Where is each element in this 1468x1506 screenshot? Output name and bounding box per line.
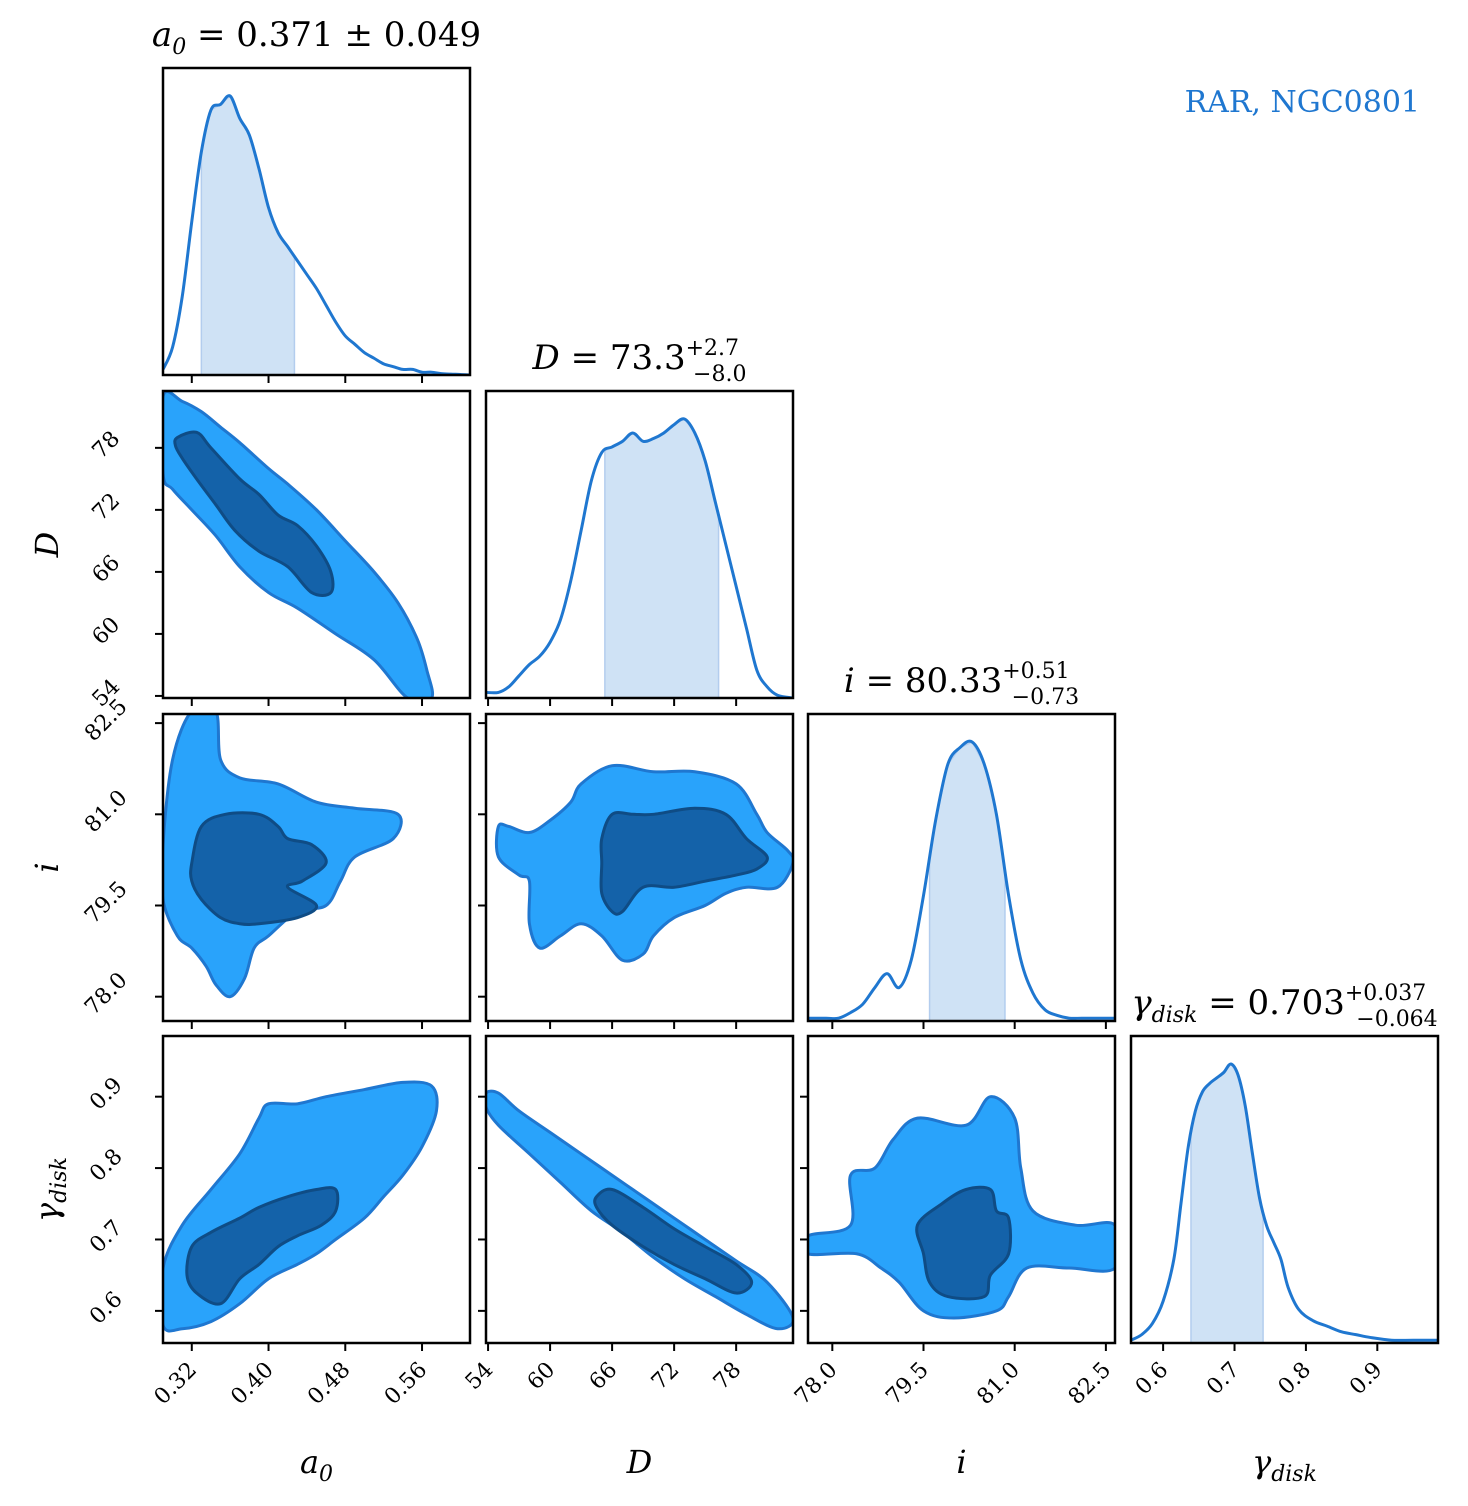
y-tick-label: 78.0 (80, 968, 132, 1020)
y-tick-label: 72 (88, 489, 125, 526)
x-tick-label: 0.6 (1131, 1358, 1173, 1400)
panel-frame (484, 1034, 795, 1345)
panel-title-i: i = 80.33+0.51 −0.73 (844, 659, 1079, 710)
frame-layer (155, 66, 1440, 1351)
x-tick-label: 72 (647, 1358, 684, 1395)
credible-band-i (928, 741, 1006, 1021)
contour-a0-vs-gamma_disk (163, 1080, 439, 1333)
credible-band-gamma_disk (1190, 1063, 1264, 1343)
credible-band-D (604, 418, 720, 698)
y-axis-label-gamma_disk: γdisk (28, 1157, 72, 1222)
kde-curve-D (486, 417, 793, 698)
x-tick-label: 54 (461, 1358, 498, 1395)
y-tick-label: 82.5 (80, 694, 132, 746)
panel-frame (1129, 1034, 1440, 1345)
panel-layer (163, 94, 1438, 1343)
y-axis-label-D: D (28, 532, 66, 559)
x-tick-label: 0.32 (150, 1358, 202, 1410)
panel-frame (484, 712, 795, 1023)
y-axis-label-i: i (28, 862, 66, 872)
x-tick-label: 79.5 (881, 1358, 933, 1410)
kde-curve-i (808, 739, 1115, 1021)
y-tick-label: 60 (88, 613, 125, 650)
x-tick-label: 66 (585, 1358, 622, 1395)
x-axis-label-a0: a0 (300, 1443, 333, 1487)
contour-a0-vs-i (163, 714, 403, 999)
contour-68 (189, 811, 328, 926)
x-tick-label: 0.7 (1202, 1358, 1244, 1400)
x-axis-label-i: i (956, 1443, 966, 1481)
contour-68 (915, 1185, 1013, 1301)
marginal-D (486, 417, 793, 698)
panel-frame (161, 1034, 472, 1345)
y-tick-label: 0.8 (85, 1144, 127, 1186)
contour-i-vs-gamma_disk (808, 1095, 1115, 1320)
panel-title-a0: a0 = 0.371 ± 0.049 (152, 15, 481, 60)
panel-frame (806, 712, 1117, 1023)
x-tick-label: 0.8 (1274, 1358, 1316, 1400)
x-axis-label-gamma_disk: γdisk (1252, 1443, 1317, 1487)
legend-label: RAR, NGC0801 (1185, 85, 1420, 120)
y-tick-label: 66 (88, 551, 125, 588)
contour-68 (173, 430, 335, 597)
x-tick-label: 0.56 (380, 1358, 432, 1410)
x-tick-label: 0.48 (303, 1358, 355, 1410)
x-tick-label: 78 (709, 1358, 746, 1395)
panel-title-D: D = 73.3+2.7 −8.0 (532, 336, 747, 387)
panel-frame (161, 66, 472, 377)
y-tick-label: 78 (88, 427, 125, 464)
x-axis-label-subscript: disk (1271, 1462, 1317, 1487)
panel-frame (161, 389, 472, 700)
x-tick-label: 78.0 (790, 1358, 842, 1410)
y-tick-label: 0.9 (85, 1073, 127, 1115)
x-axis-label-subscript: 0 (319, 1462, 333, 1487)
panel-frame (484, 389, 795, 700)
contour-68 (185, 1186, 340, 1306)
y-tick-label: 79.5 (80, 877, 132, 929)
marginal-i (808, 739, 1115, 1021)
panel-frame (161, 712, 472, 1023)
x-tick-label: 81.0 (973, 1358, 1025, 1410)
y-axis-label-subscript: disk (47, 1157, 72, 1203)
contour-68 (593, 1187, 754, 1295)
marginal-a0 (163, 94, 470, 375)
panel-frame (806, 1034, 1117, 1345)
x-axis-label-D: D (626, 1443, 653, 1481)
panel-title-gamma_disk: γdisk = 0.703+0.037 −0.064 (1131, 981, 1437, 1032)
kde-curve-gamma_disk (1131, 1062, 1438, 1342)
contour-68 (599, 806, 769, 916)
contour-a0-vs-D (163, 391, 435, 698)
y-tick-label: 0.7 (85, 1216, 127, 1258)
contour-D-vs-gamma_disk (486, 1089, 793, 1331)
kde-curve-a0 (163, 94, 470, 375)
x-tick-label: 0.9 (1345, 1358, 1387, 1400)
y-tick-label: 0.6 (85, 1287, 127, 1329)
y-tick-label: 81.0 (80, 786, 132, 838)
marginal-gamma_disk (1131, 1062, 1438, 1343)
contour-D-vs-i (494, 763, 793, 963)
x-tick-label: 0.40 (226, 1358, 278, 1410)
x-tick-label: 60 (523, 1358, 560, 1395)
x-tick-label: 82.5 (1064, 1358, 1116, 1410)
